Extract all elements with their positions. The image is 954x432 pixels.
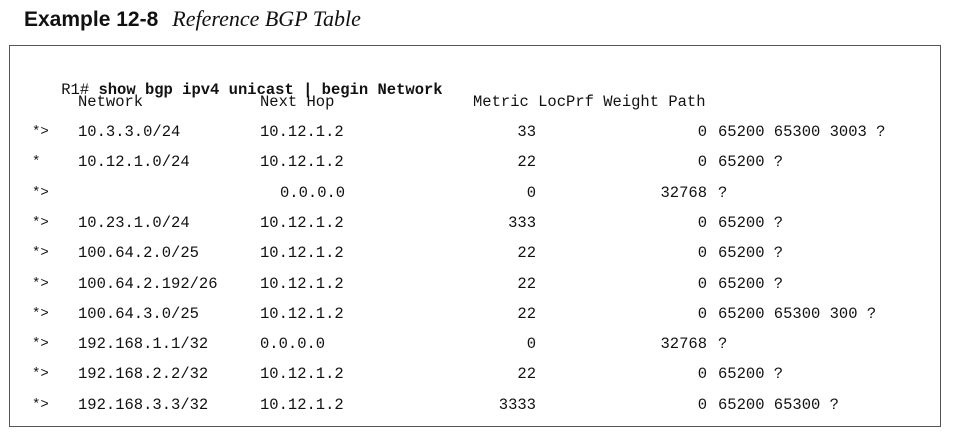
row-weight: 0: [697, 123, 707, 141]
example-caption: Reference BGP Table: [172, 6, 361, 31]
row-path: ?: [718, 183, 728, 202]
row-path: ?: [718, 335, 728, 354]
header-network: Network: [78, 93, 144, 111]
row-network: 10.3.3.0/24: [78, 123, 181, 141]
header-metric-locprf-weight-path: Metric LocPrf Weight Path: [473, 93, 706, 111]
row-next-hop: 10.12.1.2: [260, 213, 344, 232]
row-weight: 0: [697, 365, 707, 384]
row-weight: 0: [697, 274, 707, 293]
row-next-hop: 10.12.1.2: [260, 153, 344, 172]
row-metric: 22: [517, 244, 536, 263]
row-status: *>: [32, 124, 49, 140]
cli-output-box: R1# show bgp ipv4 unicast | begin Networ…: [9, 45, 941, 427]
row-weight: 0: [697, 244, 707, 263]
row-network: 192.168.1.1/32: [78, 335, 209, 354]
table-row: *> 100.64.3.0/25 10.12.1.2 22 0 65200 65300 3…: [10, 305, 940, 323]
row-next-hop: 10.12.1.2: [260, 395, 344, 414]
row-next-hop: 10.12.1.2: [260, 123, 344, 141]
table-row: *> 192.168.1.1/32 0.0.0.0 0 32768?: [10, 335, 940, 353]
row-network: 100.64.2.0/25: [78, 244, 199, 263]
row-path: 65200 65300 ?: [718, 395, 839, 414]
row-status: *>: [32, 305, 49, 322]
row-weight: 0: [697, 304, 707, 323]
table-row: *> 0.0.0.0 0 32768?: [10, 184, 940, 202]
row-path: 65200 65300 3003 ?: [718, 123, 886, 141]
example-title: Example 12-8 Reference BGP Table: [24, 6, 361, 36]
row-path: 65200 ?: [718, 213, 784, 232]
row-next-hop: 0.0.0.0: [280, 183, 346, 202]
row-path: 65200 ?: [718, 153, 784, 172]
row-next-hop: 10.12.1.2: [260, 304, 344, 323]
row-path: 65200 ?: [718, 365, 784, 384]
row-metric: 333: [508, 213, 536, 232]
cli-prompt: R1#: [61, 81, 90, 99]
row-weight: 32768: [660, 183, 707, 202]
cli-command: show bgp ipv4 unicast | begin Network: [98, 81, 443, 99]
row-status: *>: [32, 245, 49, 262]
row-network: 10.12.1.0/24: [78, 153, 190, 172]
row-status: *>: [32, 336, 49, 353]
command-line: R1# show bgp ipv4 unicast | begin Networ…: [24, 63, 443, 117]
row-path: 65200 ?: [718, 244, 784, 263]
row-network: 192.168.2.2/32: [78, 365, 209, 384]
row-path: 65200 ?: [718, 274, 784, 293]
header-next-hop: Next Hop: [260, 93, 335, 111]
row-metric: 22: [517, 153, 536, 172]
table-row: *> 100.64.2.0/25 10.12.1.2 22 0 65200 ?: [10, 244, 940, 262]
row-metric: 22: [517, 274, 536, 293]
row-network: 10.23.1.0/24: [78, 213, 190, 232]
row-next-hop: 0.0.0.0: [260, 335, 326, 354]
table-row: * 10.12.1.0/24 10.12.1.2 22 0 65200 ?: [10, 153, 940, 171]
row-metric: 33: [517, 123, 536, 141]
example-label: Example 12-8: [24, 8, 159, 31]
row-network: 100.64.2.192/26: [78, 274, 218, 293]
row-weight: 0: [697, 395, 707, 414]
row-metric: 3333: [498, 395, 536, 414]
row-status: *>: [32, 275, 49, 292]
row-weight: 0: [697, 213, 707, 232]
table-row: *> 100.64.2.192/26 10.12.1.2 22 0 65200 ?: [10, 275, 940, 293]
table-row: *> 192.168.3.3/32 10.12.1.2 3333 0 65200 6530…: [10, 396, 940, 414]
table-row: *> 10.3.3.0/24 10.12.1.2 33 0 65200 65300 300…: [10, 123, 940, 141]
row-path: 65200 65300 300 ?: [718, 304, 877, 323]
row-metric: 0: [526, 183, 536, 202]
row-weight: 32768: [660, 335, 707, 354]
table-row: *> 10.23.1.0/24 10.12.1.2 333 0 65200 ?: [10, 214, 940, 232]
row-status: *>: [32, 184, 49, 201]
row-status: *: [32, 154, 41, 171]
row-next-hop: 10.12.1.2: [260, 274, 344, 293]
row-metric: 22: [517, 365, 536, 384]
row-metric: 22: [517, 304, 536, 323]
row-weight: 0: [697, 153, 707, 172]
row-next-hop: 10.12.1.2: [260, 244, 344, 263]
row-next-hop: 10.12.1.2: [260, 365, 344, 384]
row-status: *>: [32, 366, 49, 383]
row-network: 192.168.3.3/32: [78, 395, 209, 414]
row-status: *>: [32, 396, 49, 413]
row-status: *>: [32, 214, 49, 231]
table-row: *> 192.168.2.2/32 10.12.1.2 22 0 65200 ?: [10, 365, 940, 383]
row-network: 100.64.3.0/25: [78, 304, 199, 323]
row-metric: 0: [526, 335, 536, 354]
